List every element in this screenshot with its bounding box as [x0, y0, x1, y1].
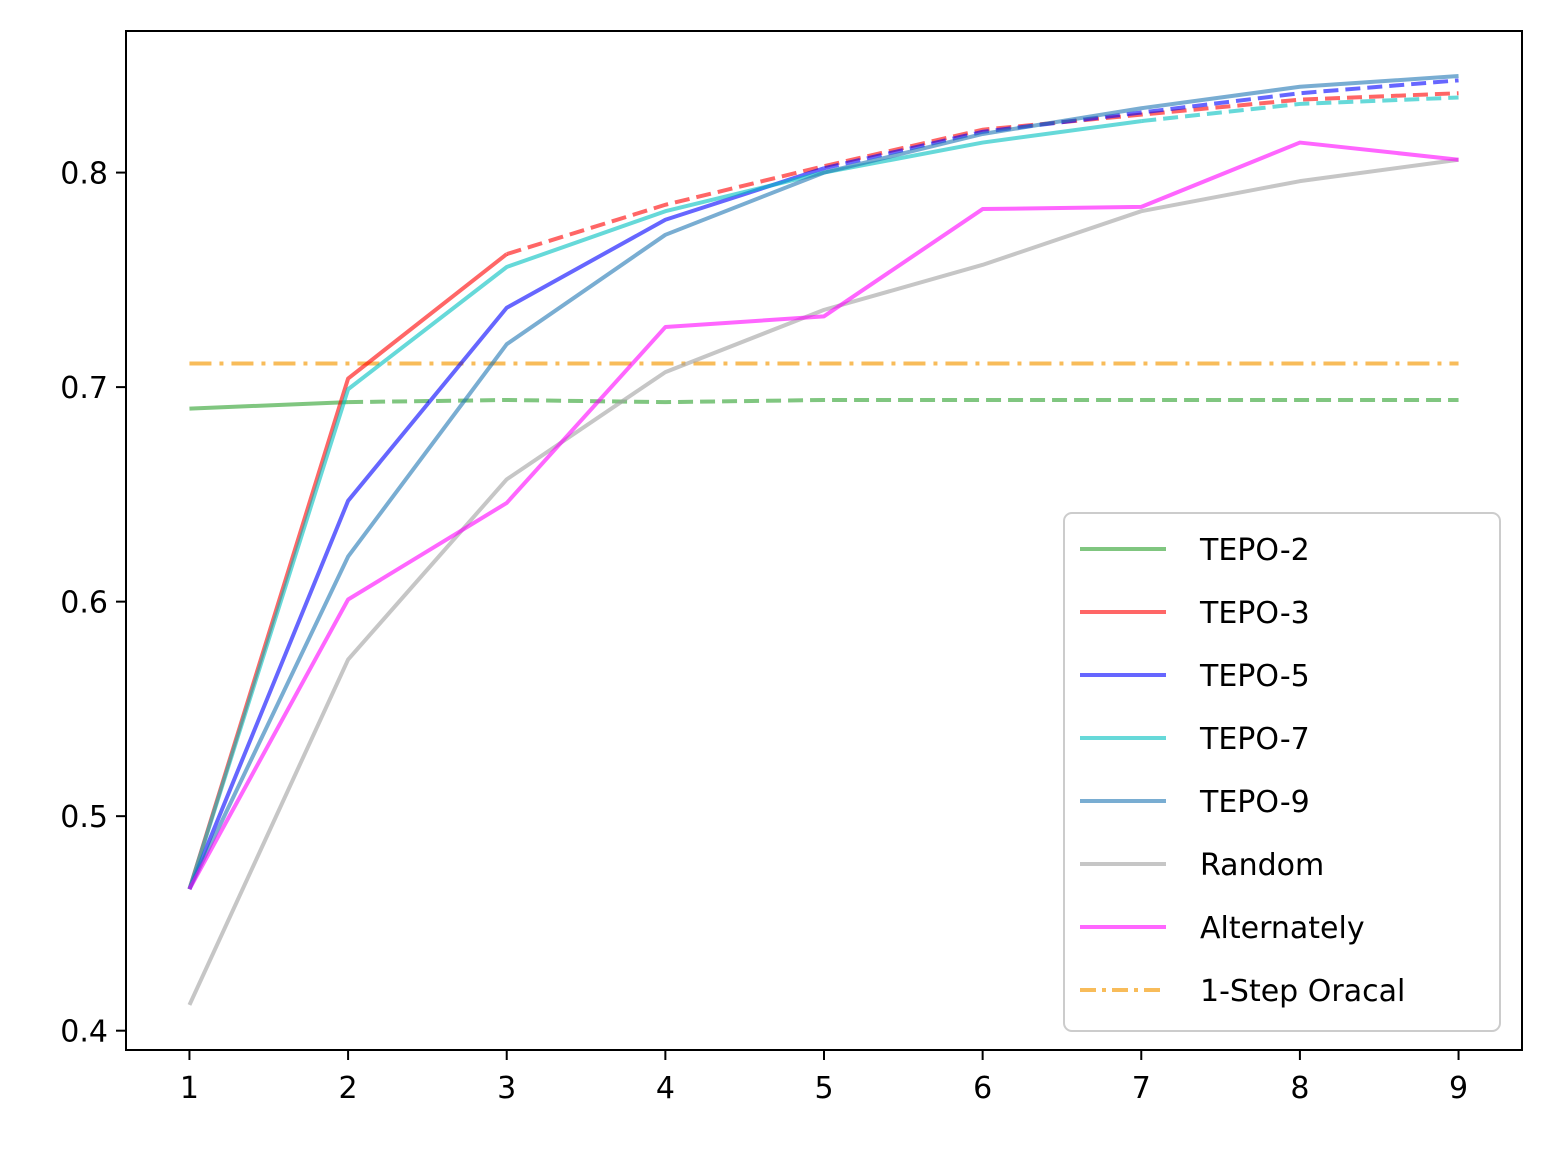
series-tepo-2: [189, 397, 1459, 411]
series-line-solid-tepo-7: [187, 119, 1142, 890]
series-alternately: [187, 140, 1459, 891]
series-line-solid-alternately: [187, 140, 1459, 891]
series-tepo-9: [187, 74, 1459, 890]
legend-box: [1063, 512, 1501, 1032]
legend-label-1-step-oracal: 1-Step Oracal: [1200, 974, 1405, 1009]
y-tick-label: 0.6: [60, 586, 108, 621]
x-tick-label: 4: [656, 1071, 675, 1106]
x-tick-label: 7: [1132, 1071, 1151, 1106]
series-line-solid-tepo-2: [189, 400, 349, 411]
series-line-dashed-tepo-7: [1141, 95, 1459, 124]
y-tick-label: 0.7: [60, 371, 108, 406]
series-line-dashed-tepo-3: [506, 91, 1459, 257]
series-line-solid-tepo-5: [187, 166, 825, 890]
series-line-solid-random: [187, 157, 1459, 1006]
x-tick-label: 9: [1449, 1071, 1468, 1106]
series-lines: [187, 74, 1459, 1006]
series-line-dashed-tepo-2: [348, 397, 1459, 405]
x-tick-label: 1: [180, 1071, 199, 1106]
y-tick-label: 0.5: [60, 800, 108, 835]
y-tick-label: 0.8: [60, 157, 108, 192]
legend-label-tepo-2: TEPO-2: [1199, 533, 1310, 568]
y-axis: 0.4 0.5 0.6 0.7 0.8: [60, 157, 126, 1050]
x-tick-label: 6: [973, 1071, 992, 1106]
legend-label-alternately: Alternately: [1200, 911, 1365, 946]
legend-label-tepo-3: TEPO-3: [1199, 596, 1310, 631]
x-tick-label: 2: [339, 1071, 358, 1106]
legend-label-tepo-5: TEPO-5: [1199, 659, 1310, 694]
legend-label-random: Random: [1200, 848, 1324, 883]
legend-label-tepo-9: TEPO-9: [1199, 785, 1310, 820]
y-tick-label: 0.4: [60, 1015, 108, 1050]
legend: TEPO-2 TEPO-3 TEPO-5 TEPO-7 TEPO-9 Random Alte…: [1063, 512, 1501, 1032]
series-tepo-7: [187, 95, 1459, 890]
x-tick-label: 5: [814, 1071, 833, 1106]
series-tepo-5: [187, 78, 1459, 890]
x-tick-label: 3: [497, 1071, 516, 1106]
x-axis: 1 2 3 4 5 6 7 8 9: [180, 1050, 1468, 1106]
series-line-dashed-tepo-5: [823, 78, 1459, 171]
series-random: [187, 157, 1459, 1006]
legend-label-tepo-7: TEPO-7: [1199, 722, 1310, 757]
series-line-solid-tepo-9: [187, 74, 1459, 890]
x-tick-label: 8: [1290, 1071, 1309, 1106]
